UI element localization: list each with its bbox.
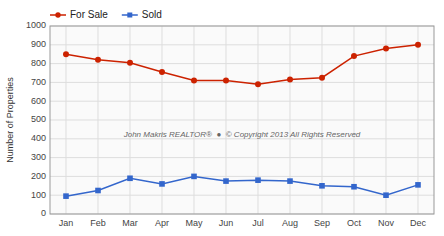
y-tick-label: 600 (31, 96, 46, 106)
data-point (383, 192, 389, 198)
x-tick-label: Aug (282, 218, 298, 228)
x-tick-label: Jun (219, 218, 234, 228)
data-point (127, 175, 133, 181)
y-tick-label: 0 (41, 208, 46, 218)
grid-line (258, 26, 259, 214)
grid-line (50, 195, 434, 196)
x-tick-label: Jul (252, 218, 264, 228)
data-point (63, 193, 69, 199)
data-point (319, 183, 325, 189)
data-point (319, 75, 325, 81)
x-tick-label: May (185, 218, 203, 228)
legend-marker (55, 12, 60, 17)
y-tick-label: 100 (31, 190, 46, 200)
grid-line (50, 120, 434, 121)
plot-area (50, 26, 434, 214)
data-point (191, 78, 197, 84)
data-point (351, 53, 357, 59)
x-tick-label: Sep (314, 218, 330, 228)
data-point (255, 81, 261, 87)
x-tick-label: Mar (122, 218, 138, 228)
x-tick-label: Feb (90, 218, 106, 228)
data-point (127, 60, 133, 66)
grid-line (50, 157, 434, 158)
data-point (287, 77, 293, 83)
y-tick-label: 1000 (26, 20, 46, 30)
y-axis-label: Number of Properties (5, 77, 15, 163)
legend-label: For Sale (70, 9, 108, 20)
y-tick-label: 900 (31, 39, 46, 49)
data-point (255, 177, 261, 183)
grid-line (50, 176, 434, 177)
grid (50, 26, 434, 214)
chart: 0 100 200 300 400 500 600 700 800 900 1000 Jan Feb Ma… (0, 0, 444, 236)
grid-line (50, 44, 434, 45)
legend-item: For Sale (50, 9, 108, 20)
data-point (223, 78, 229, 84)
grid-line (130, 26, 131, 214)
plot-frame (50, 26, 434, 214)
series-line (66, 45, 418, 84)
data-point (95, 188, 101, 194)
grid-line (50, 63, 434, 64)
y-tick-label: 500 (31, 114, 46, 124)
grid-line (194, 26, 195, 214)
data-point (351, 184, 357, 190)
grid-line (50, 101, 434, 102)
legend-label: Sold (142, 9, 162, 20)
y-tick-label: 200 (31, 171, 46, 181)
y-tick-label: 400 (31, 133, 46, 143)
grid-line (386, 26, 387, 214)
legend: For Sale Sold (50, 9, 162, 20)
data-point (383, 46, 389, 52)
data-point (191, 174, 197, 180)
x-tick-label: Oct (347, 218, 362, 228)
series-line (66, 176, 418, 196)
legend-item: Sold (122, 9, 162, 20)
y-tick-label: 700 (31, 77, 46, 87)
x-tick-label: Nov (378, 218, 395, 228)
data-point (95, 57, 101, 63)
x-tick-label: Jan (59, 218, 74, 228)
y-tick-label: 800 (31, 58, 46, 68)
data-point (415, 42, 421, 48)
data-point (287, 178, 293, 184)
x-tick-label: Apr (155, 218, 169, 228)
grid-line (290, 26, 291, 214)
data-point (159, 69, 165, 75)
data-point (223, 178, 229, 184)
annotation: John Makris REALTOR® ● © Copyright 2013 … (123, 130, 361, 139)
grid-line (98, 26, 99, 214)
data-point (415, 182, 421, 188)
data-point (63, 51, 69, 57)
series-group (63, 42, 421, 199)
data-point (159, 181, 165, 187)
legend-marker (127, 13, 132, 18)
grid-line (226, 26, 227, 214)
y-tick-label: 300 (31, 152, 46, 162)
x-tick-label: Dec (410, 218, 427, 228)
